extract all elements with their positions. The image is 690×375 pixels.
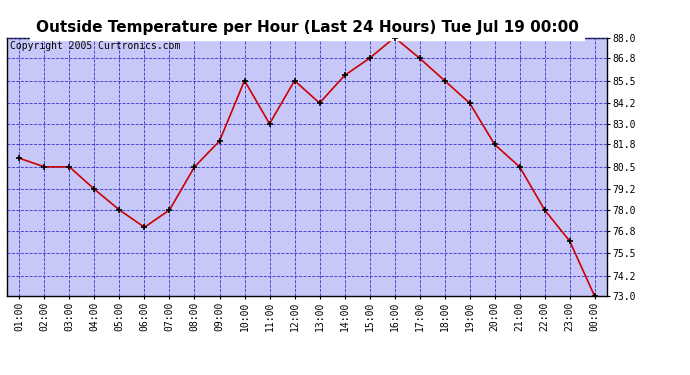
Title: Outside Temperature per Hour (Last 24 Hours) Tue Jul 19 00:00: Outside Temperature per Hour (Last 24 Ho… <box>36 20 578 35</box>
Text: Copyright 2005 Curtronics.com: Copyright 2005 Curtronics.com <box>10 41 180 51</box>
